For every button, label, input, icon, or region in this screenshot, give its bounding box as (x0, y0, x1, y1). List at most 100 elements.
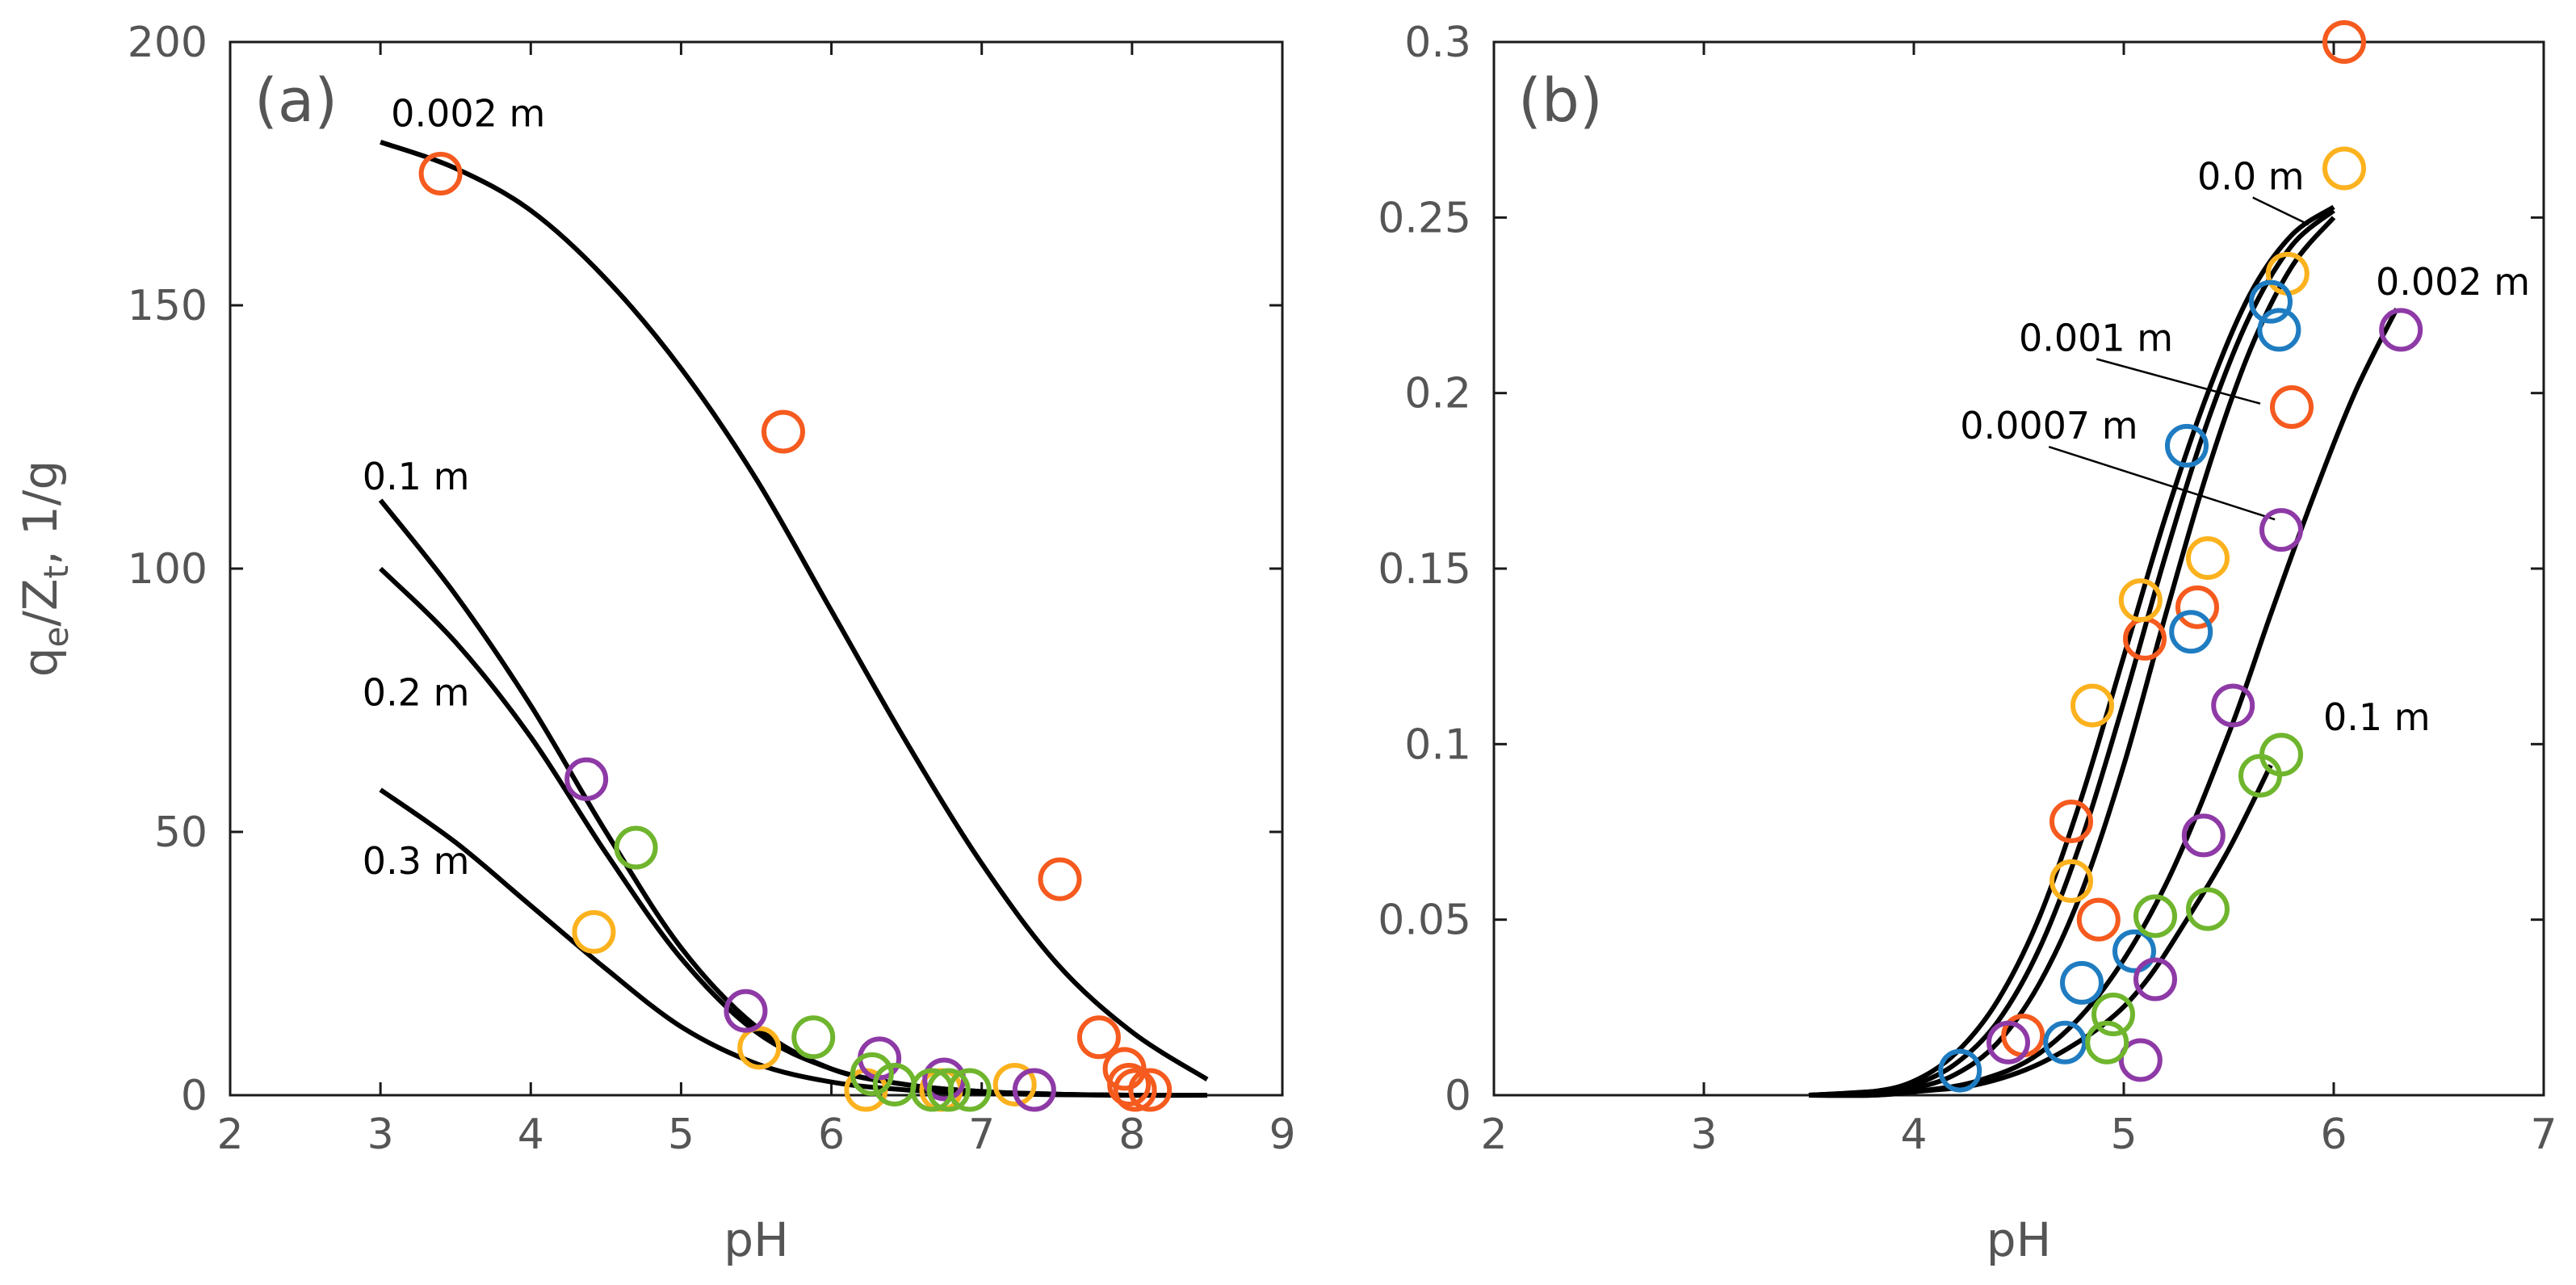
curve-label: 0.1 m (2323, 695, 2431, 739)
data-point-orange (2322, 20, 2366, 64)
x-tick-label: 6 (818, 1111, 845, 1159)
curve-label: 0.0 m (2197, 155, 2305, 199)
x-tick-label: 9 (1269, 1111, 1295, 1159)
curve-label: 0.3 m (363, 839, 470, 883)
data-point-green (791, 1015, 836, 1060)
data-point-blue (2249, 279, 2293, 324)
y-tick-label: 0.15 (1378, 545, 1471, 594)
data-point-purple (2211, 683, 2255, 728)
data-point-green (850, 1052, 894, 1096)
data-point-purple (724, 989, 768, 1033)
plot-frame (229, 40, 1284, 1097)
model-curve-0-002-m (380, 140, 1209, 1081)
y-tick-label: 0.05 (1378, 897, 1471, 945)
data-point-orange (2175, 585, 2219, 629)
data-point-yellow (2322, 146, 2366, 191)
curve-label-leader (2096, 358, 2261, 405)
curve-label: 0.001 m (2019, 317, 2173, 360)
data-point-blue (2112, 929, 2156, 973)
data-point-orange (1113, 1068, 1157, 1112)
data-point-orange (1076, 1015, 1121, 1060)
data-point-blue (2060, 960, 2104, 1005)
x-tick-label: 5 (668, 1111, 694, 1159)
data-point-yellow (2186, 535, 2230, 580)
data-point-orange (2049, 799, 2093, 843)
data-point-purple (2181, 813, 2226, 858)
model-curve-0-1-m (378, 498, 1207, 1098)
data-point-blue (2043, 1020, 2087, 1065)
data-point-orange (2076, 897, 2121, 942)
y-tick-label: 0 (181, 1072, 208, 1120)
data-point-blue (2169, 610, 2213, 654)
curve-label-leader (2048, 445, 2276, 521)
data-point-orange (1107, 1062, 1152, 1107)
data-point-purple (2118, 1038, 2163, 1082)
curve-label: 0.2 m (363, 671, 470, 715)
data-point-yellow (2049, 859, 2093, 903)
x-tick-label: 8 (1118, 1111, 1145, 1159)
data-point-green (2133, 894, 2177, 939)
model-curve-0-2-m (379, 566, 1207, 1098)
panel-label: (a) (254, 66, 338, 136)
x-tick-label: 2 (216, 1111, 243, 1159)
panel-b: 2 3 4 5 6 7 0 0.05 0.1 0.15 0.2 0.25 0.3 pH (b) 0.0 m 0.… (1378, 19, 2557, 1267)
panel-label: (b) (1518, 66, 1603, 136)
model-curve-0-0007-m (1808, 216, 2336, 1098)
data-point-yellow (2070, 683, 2114, 728)
data-point-purple (2379, 308, 2423, 352)
data-point-orange (1128, 1068, 1173, 1112)
data-point-yellow (572, 909, 616, 954)
x-tick-label: 6 (2320, 1111, 2347, 1159)
data-point-blue (2165, 423, 2209, 468)
y-tick-label: 0.3 (1404, 19, 1471, 67)
data-point-purple (1987, 1020, 2030, 1065)
data-point-green (2186, 887, 2230, 931)
data-point-orange (761, 409, 806, 454)
y-tick-label: 50 (154, 808, 208, 857)
x-axis-label: pH (1987, 1212, 2051, 1267)
model-curve-0-0-m (1808, 204, 2335, 1098)
data-point-yellow (992, 1062, 1037, 1107)
data-point-blue (1938, 1048, 1982, 1093)
y-tick-label: 0.2 (1404, 370, 1471, 418)
curve-label: 0.1 m (363, 455, 470, 498)
y-tick-label: 0.1 (1404, 720, 1471, 769)
x-tick-label: 2 (1480, 1111, 1507, 1159)
data-point-green (2085, 1020, 2129, 1065)
data-point-orange (2270, 385, 2314, 430)
data-point-purple (564, 757, 609, 801)
curve-label: 0.002 m (2376, 260, 2530, 304)
data-point-purple (1012, 1068, 1056, 1112)
data-point-purple (2259, 508, 2303, 552)
y-tick-label: 0.25 (1378, 194, 1471, 242)
data-point-green (2091, 993, 2135, 1037)
data-point-orange (1038, 857, 1082, 901)
data-point-green (2259, 733, 2303, 777)
data-point-blue (2257, 308, 2301, 352)
y-axis-label: qe/Zt, 1/g (13, 460, 76, 678)
curve-label: 0.0007 m (1960, 404, 2138, 447)
data-point-green (614, 825, 658, 870)
data-point-green (947, 1068, 992, 1112)
x-tick-label: 7 (968, 1111, 995, 1159)
y-tick-label: 150 (128, 282, 208, 330)
x-tick-label: 7 (2530, 1111, 2557, 1159)
data-point-green (926, 1068, 971, 1112)
plot-frame (1492, 40, 2545, 1097)
data-point-orange (418, 152, 463, 195)
data-point-yellow (737, 1026, 782, 1070)
data-point-purple (2133, 957, 2177, 1002)
curve-label: 0.002 m (391, 91, 545, 135)
x-tick-label: 3 (367, 1111, 394, 1159)
y-tick-label: 0 (1445, 1072, 1471, 1120)
y-tick-label: 200 (128, 19, 208, 67)
x-axis-label: pH (724, 1212, 788, 1267)
model-curve-0-001-m (1808, 208, 2335, 1098)
data-point-green (2238, 754, 2282, 798)
y-tick-label: 100 (128, 545, 208, 594)
data-point-yellow (2118, 578, 2163, 623)
x-tick-label: 5 (2110, 1111, 2137, 1159)
curve-label-leader (2252, 196, 2310, 226)
x-tick-label: 4 (1900, 1111, 1927, 1159)
